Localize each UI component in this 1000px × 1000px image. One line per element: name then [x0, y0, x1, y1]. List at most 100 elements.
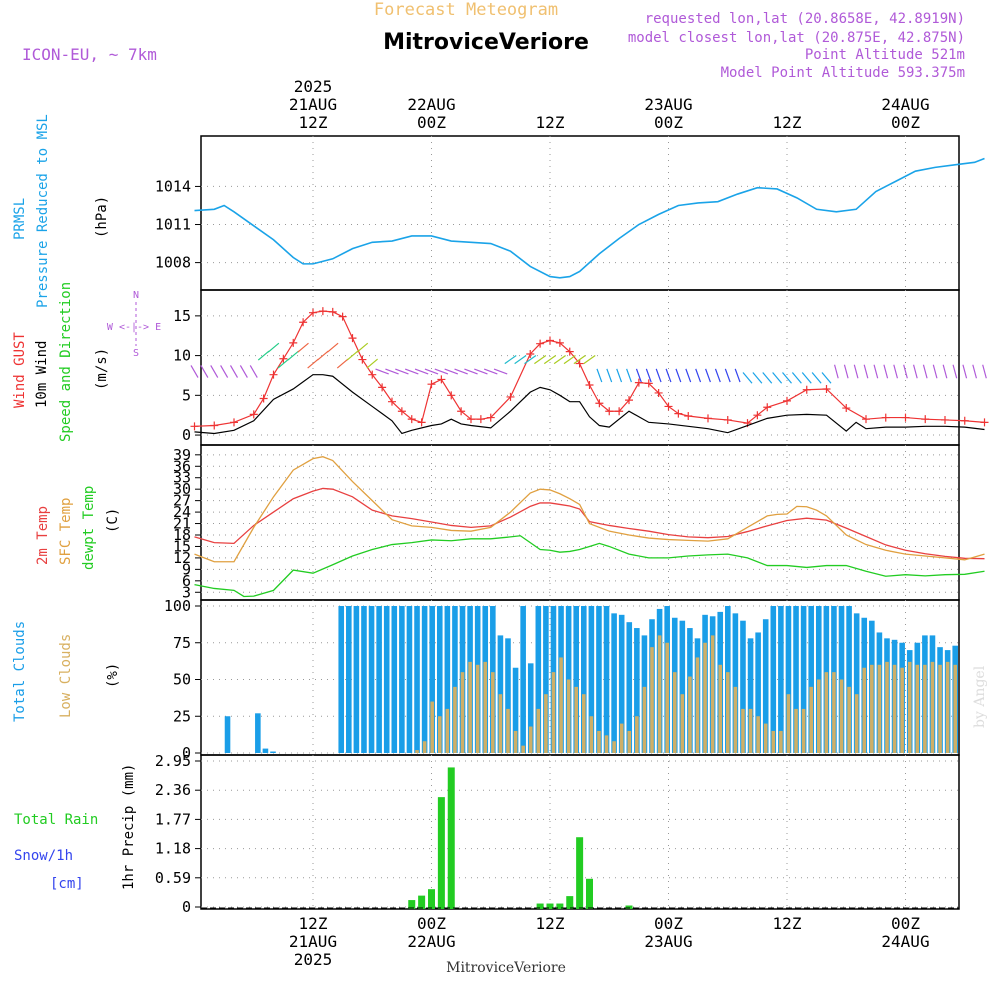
gust-point: [407, 415, 416, 424]
gust-point: [684, 411, 693, 420]
gust-point: [318, 307, 327, 316]
time-label: 24AUG: [881, 932, 929, 951]
gust-point: [486, 413, 495, 422]
total-cloud-bar: [588, 606, 595, 753]
wind-arrow: [685, 368, 692, 383]
location-title: MitroviceVeriore: [383, 30, 589, 55]
wind-arrow: [190, 365, 199, 378]
wind-arrow: [249, 365, 258, 378]
low-cloud-bar: [779, 730, 783, 753]
wind-arrow: [287, 350, 299, 361]
y-tick-label: 18: [173, 526, 191, 544]
pressure-line: [194, 157, 985, 279]
low-cloud-bar: [582, 694, 586, 753]
total-cloud-bar: [785, 606, 792, 753]
low-cloud-bar: [809, 686, 813, 753]
low-cloud-bar: [597, 730, 601, 753]
gust-point: [427, 380, 436, 389]
total-cloud-bar: [353, 606, 360, 753]
wind-arrow: [229, 365, 239, 378]
low-cloud-bar: [589, 716, 594, 753]
low-cloud-bar: [847, 686, 851, 753]
precip-bar: [418, 895, 426, 909]
wind-arrow: [982, 364, 987, 379]
time-label: 2025: [294, 950, 333, 969]
wind-arrow: [267, 342, 280, 353]
low-cloud-bar: [854, 694, 859, 753]
time-label: 21AUG: [289, 932, 337, 951]
low-cloud-bar: [930, 661, 935, 753]
low-cloud-bar: [430, 701, 434, 753]
closest-coords: model closest lon,lat (20.875E, 42.875N): [628, 30, 965, 46]
y-tick-label: 39: [173, 446, 191, 464]
low-cloud-bar: [445, 708, 450, 753]
wind-arrow: [257, 350, 270, 361]
wind-arrow: [843, 364, 849, 379]
wind-arrow: [336, 358, 349, 369]
wind-arrow: [563, 355, 576, 365]
y-tick-label: 10: [173, 347, 191, 365]
total-cloud-bar: [618, 614, 625, 753]
temp-unit-label: (C): [105, 508, 121, 533]
low-cloud-bar: [491, 672, 495, 753]
gust-point: [259, 394, 268, 403]
low-cloud-bar: [945, 661, 950, 753]
gust-point: [536, 339, 545, 348]
wind-arrow: [972, 364, 978, 379]
low-cloud-bar: [672, 672, 677, 753]
time-label: 24AUG: [881, 95, 929, 114]
total-cloud-bar: [270, 751, 276, 753]
time-label: 00Z: [891, 914, 920, 933]
gust-point: [585, 380, 594, 389]
wind-arrow: [811, 372, 822, 384]
y-tick-label: 2.95: [155, 752, 191, 770]
wind-line: [194, 374, 985, 435]
total-cloud-bar: [376, 606, 382, 753]
wind-arrow: [474, 368, 488, 375]
wind-arrow: [801, 372, 812, 384]
total-cloud-bar: [505, 638, 511, 753]
y-tick-labels: 1008101110140510153691215182124273033363…: [155, 177, 191, 916]
wind-arrow: [645, 368, 652, 383]
time-label: 00Z: [654, 914, 683, 933]
wind-arrow: [504, 355, 517, 365]
wind-arrow: [952, 364, 958, 379]
gust-point: [862, 415, 870, 424]
total-cloud-bar: [808, 606, 814, 753]
total-cloud-bar: [338, 606, 345, 753]
wind-arrow: [635, 368, 642, 383]
wind-arrow: [932, 364, 938, 379]
total-cloud-bar: [452, 606, 458, 753]
low-cloud-bar: [923, 664, 927, 753]
gust-point: [555, 338, 564, 347]
time-label: 23AUG: [644, 95, 692, 114]
y-tick-label: 33: [173, 469, 191, 487]
gust-point: [783, 396, 791, 405]
total-cloud-bar: [793, 606, 799, 753]
total-cloud-bar: [581, 606, 587, 753]
gust-point: [457, 407, 466, 416]
wind-arrow: [752, 372, 763, 384]
wind-unit-label: (m/s): [94, 348, 110, 390]
low-cloud-bar: [816, 679, 821, 753]
y-tick-label: 3: [182, 583, 191, 601]
wind-arrow: [553, 355, 566, 365]
wind-arrow: [863, 364, 869, 379]
y-tick-label: 1011: [155, 216, 191, 234]
wind-arrow: [444, 368, 459, 375]
y-tick-label: 21: [173, 515, 191, 533]
gust-point: [368, 370, 377, 379]
gust-point: [546, 336, 554, 345]
total-cloud-bar: [383, 606, 390, 753]
low-cloud-bar: [559, 657, 563, 753]
compass-n: N: [133, 290, 139, 301]
low-cloud-bar: [710, 635, 715, 753]
total-cloud-bar: [603, 606, 610, 753]
gust-point: [249, 410, 258, 419]
prmsl-label: PRMSL: [12, 198, 28, 240]
clouds-unit-label: (%): [105, 663, 121, 688]
low-cloud-bar: [468, 661, 472, 753]
wind-arrow: [583, 355, 596, 365]
low-cloud-bar: [415, 750, 419, 753]
